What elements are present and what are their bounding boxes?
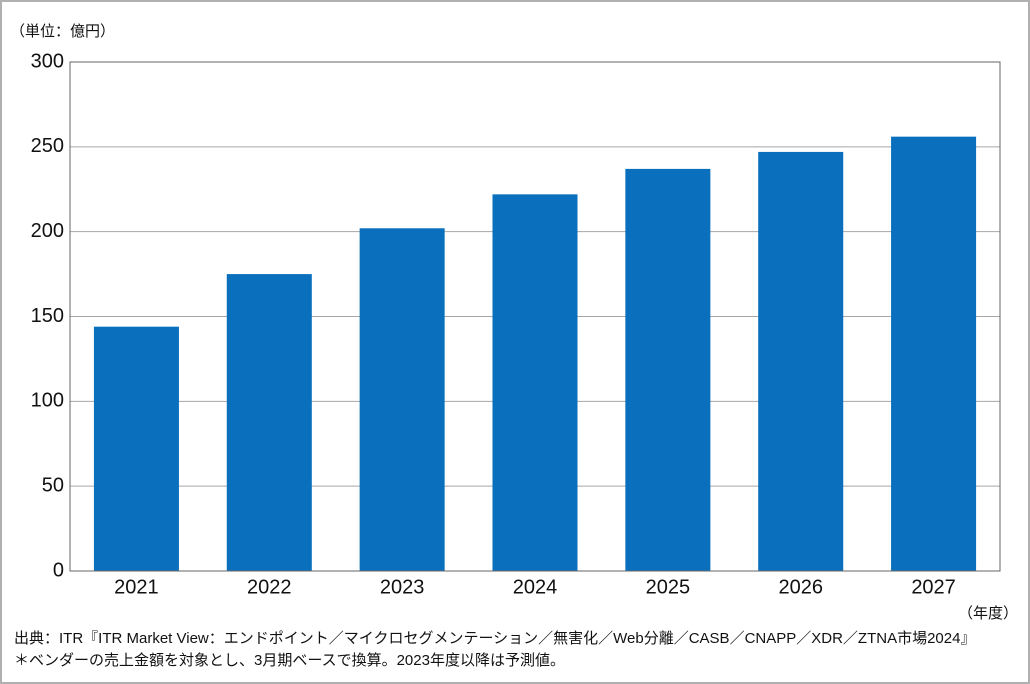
bar: [492, 194, 578, 571]
x-tick-label: 2027: [911, 576, 956, 598]
plot-border: [69, 61, 1001, 572]
bar: [359, 228, 445, 572]
unit-label: （単位：億円）: [10, 23, 115, 40]
bar: [93, 326, 179, 571]
bar: [891, 136, 977, 572]
x-tick-label: 2024: [513, 576, 558, 598]
y-tick-label: 250: [31, 135, 64, 157]
source-note: 出典：ITR『ITR Market View：エンドポイント／マイクロセグメンテ…: [14, 629, 975, 647]
x-tick-label: 2021: [114, 576, 159, 598]
x-tick-label: 2026: [778, 576, 823, 598]
x-tick-label: 2023: [380, 576, 425, 598]
y-tick-label: 200: [31, 220, 64, 242]
y-tick-label: 150: [31, 305, 64, 327]
x-axis-label: （年度）: [958, 605, 1018, 622]
y-tick-label: 50: [42, 474, 64, 496]
x-tick-label: 2022: [247, 576, 292, 598]
y-tick-label: 0: [53, 559, 64, 581]
y-tick-label: 100: [31, 390, 64, 412]
footnote: ＊ベンダーの売上金額を対象とし、3月期ベースで換算。2023年度以降は予測値。: [14, 651, 565, 669]
bar: [625, 168, 711, 571]
bar: [226, 274, 312, 571]
bar: [758, 151, 844, 571]
y-tick-label: 300: [31, 50, 64, 72]
x-tick-label: 2025: [646, 576, 691, 598]
